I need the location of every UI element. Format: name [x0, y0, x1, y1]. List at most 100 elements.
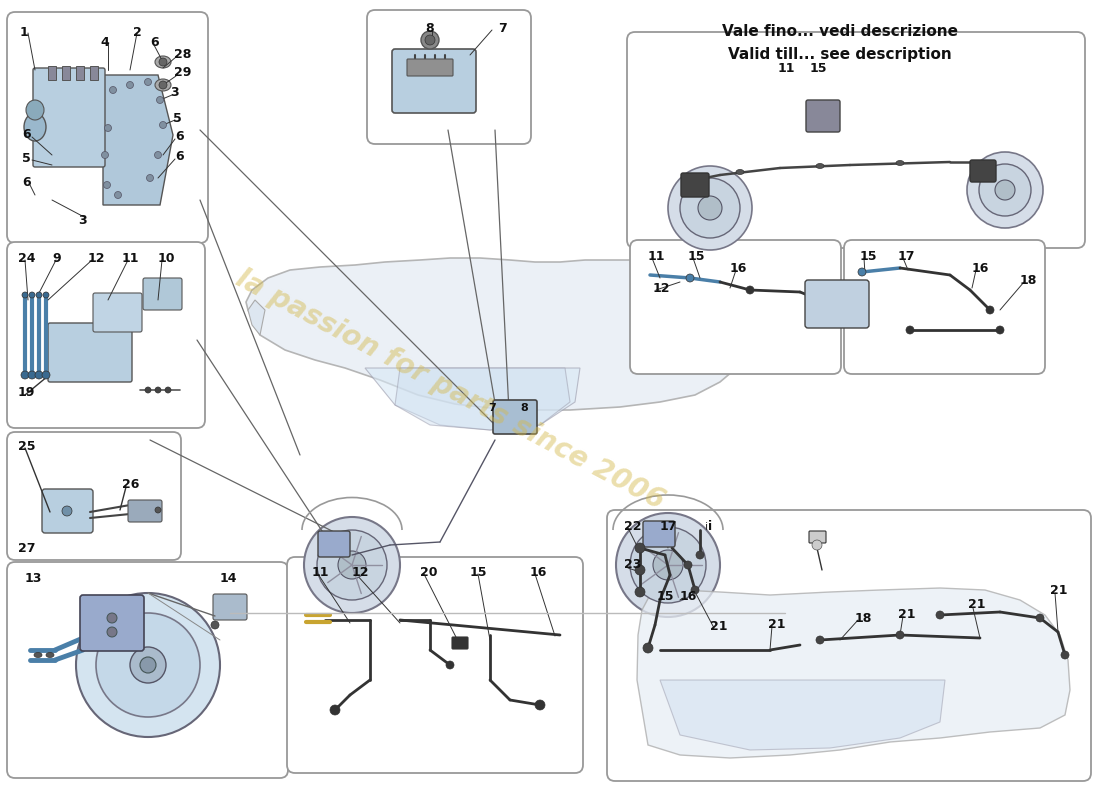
- Circle shape: [35, 371, 43, 379]
- Ellipse shape: [24, 113, 46, 141]
- Circle shape: [986, 306, 994, 314]
- Text: Vale fino... vedi descrizione: Vale fino... vedi descrizione: [722, 25, 958, 39]
- Text: 15: 15: [688, 250, 705, 262]
- Polygon shape: [395, 368, 570, 430]
- Text: 22: 22: [624, 519, 641, 533]
- Text: la passion for parts since 2006: la passion for parts since 2006: [231, 265, 669, 515]
- FancyBboxPatch shape: [392, 49, 476, 113]
- Text: 16: 16: [530, 566, 548, 578]
- Text: 16: 16: [972, 262, 989, 274]
- Text: 11: 11: [312, 566, 330, 578]
- Circle shape: [21, 371, 29, 379]
- Text: 19: 19: [18, 386, 35, 398]
- Circle shape: [996, 180, 1015, 200]
- Text: 21: 21: [710, 619, 727, 633]
- Text: 1: 1: [20, 26, 29, 38]
- FancyBboxPatch shape: [607, 510, 1091, 781]
- Bar: [76, 66, 84, 80]
- Text: 16: 16: [730, 262, 747, 274]
- Ellipse shape: [155, 56, 170, 68]
- Circle shape: [126, 82, 133, 89]
- Text: 26: 26: [122, 478, 140, 491]
- Circle shape: [696, 551, 704, 559]
- Circle shape: [698, 196, 722, 220]
- Circle shape: [691, 586, 698, 594]
- Text: 6: 6: [175, 130, 184, 143]
- FancyBboxPatch shape: [213, 594, 248, 620]
- Text: 3: 3: [78, 214, 87, 226]
- FancyBboxPatch shape: [128, 500, 162, 522]
- Text: 6: 6: [22, 177, 31, 190]
- Circle shape: [62, 506, 72, 516]
- Circle shape: [653, 550, 683, 580]
- Text: 16: 16: [680, 590, 697, 602]
- Circle shape: [160, 122, 166, 129]
- Ellipse shape: [26, 100, 44, 120]
- Circle shape: [421, 31, 439, 49]
- Circle shape: [144, 78, 152, 86]
- Circle shape: [107, 627, 117, 637]
- FancyBboxPatch shape: [681, 173, 710, 197]
- Text: 14: 14: [220, 571, 238, 585]
- Text: 17: 17: [660, 519, 678, 533]
- Polygon shape: [660, 680, 945, 750]
- Circle shape: [76, 593, 220, 737]
- Ellipse shape: [34, 653, 42, 658]
- Text: 6: 6: [22, 129, 31, 142]
- Text: 21: 21: [768, 618, 785, 630]
- Text: 8: 8: [520, 403, 528, 413]
- Text: 15: 15: [470, 566, 487, 578]
- Circle shape: [816, 636, 824, 644]
- Circle shape: [211, 621, 219, 629]
- Circle shape: [684, 561, 692, 569]
- Circle shape: [104, 125, 111, 131]
- Circle shape: [154, 151, 162, 158]
- Polygon shape: [637, 588, 1070, 758]
- FancyBboxPatch shape: [287, 557, 583, 773]
- Text: 8: 8: [426, 22, 434, 34]
- Text: 5: 5: [173, 111, 182, 125]
- Text: 7: 7: [498, 22, 507, 34]
- FancyBboxPatch shape: [143, 278, 182, 310]
- FancyBboxPatch shape: [970, 160, 996, 182]
- Circle shape: [140, 657, 156, 673]
- FancyBboxPatch shape: [806, 100, 840, 132]
- Circle shape: [145, 387, 151, 393]
- Text: 5: 5: [22, 151, 31, 165]
- Text: 7: 7: [488, 403, 496, 413]
- Text: 12: 12: [653, 282, 671, 294]
- Circle shape: [156, 97, 164, 103]
- Text: Valid till... see description: Valid till... see description: [728, 47, 952, 62]
- Circle shape: [103, 182, 110, 189]
- Circle shape: [338, 551, 366, 579]
- Ellipse shape: [736, 170, 744, 174]
- Circle shape: [28, 371, 36, 379]
- Text: 18: 18: [1020, 274, 1037, 286]
- Bar: [90, 66, 98, 80]
- Text: 10: 10: [158, 251, 176, 265]
- FancyBboxPatch shape: [7, 242, 205, 428]
- Text: 11: 11: [778, 62, 795, 74]
- Circle shape: [896, 631, 904, 639]
- Circle shape: [107, 613, 117, 623]
- Circle shape: [936, 611, 944, 619]
- FancyBboxPatch shape: [7, 432, 182, 560]
- Circle shape: [635, 565, 645, 575]
- Text: 29: 29: [174, 66, 191, 79]
- Polygon shape: [103, 75, 173, 205]
- Text: 20: 20: [420, 566, 438, 578]
- Text: 11: 11: [122, 251, 140, 265]
- FancyBboxPatch shape: [627, 32, 1085, 248]
- Circle shape: [130, 647, 166, 683]
- FancyBboxPatch shape: [42, 489, 94, 533]
- Text: 4: 4: [100, 35, 109, 49]
- FancyBboxPatch shape: [318, 531, 350, 557]
- Circle shape: [160, 81, 167, 89]
- Circle shape: [996, 326, 1004, 334]
- Circle shape: [1062, 651, 1069, 659]
- Text: 28: 28: [174, 49, 191, 62]
- Text: 21: 21: [1050, 583, 1067, 597]
- FancyBboxPatch shape: [7, 12, 208, 243]
- Text: 6: 6: [150, 37, 158, 50]
- Circle shape: [42, 371, 50, 379]
